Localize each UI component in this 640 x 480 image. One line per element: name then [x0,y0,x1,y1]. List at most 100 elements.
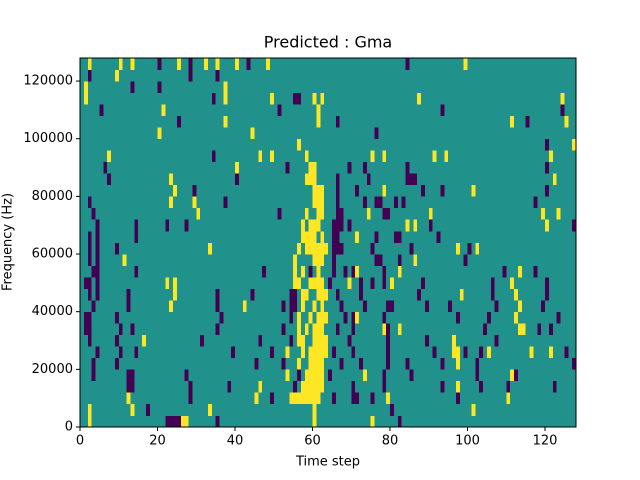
heatmap-cell [111,161,116,174]
heatmap-cell [370,161,375,174]
heatmap-cell [339,277,344,289]
heatmap-cell [157,323,162,336]
heatmap-cell [262,369,267,382]
heatmap-cell [173,346,178,359]
heatmap-cell [440,242,445,255]
heatmap-cell [440,300,445,312]
heatmap-cell [293,288,298,301]
heatmap-cell [541,392,546,405]
heatmap-cell [266,265,271,278]
heatmap-cell [258,242,263,255]
heatmap-cell [118,58,123,70]
heatmap-cell [390,346,395,359]
heatmap-cell [444,323,449,336]
heatmap-cell [130,161,135,174]
heatmap-cell [204,104,209,116]
heatmap-cell [304,127,309,140]
heatmap-cell [211,323,216,336]
heatmap-cell [103,311,108,324]
heatmap-cell [533,219,538,232]
heatmap-cell [297,173,302,186]
heatmap-cell [227,242,232,255]
heatmap-cell [134,115,139,128]
heatmap-cell [556,265,561,278]
heatmap-cell [269,392,275,405]
heatmap-cell [572,184,577,197]
heatmap-cell [297,138,302,151]
heatmap-cell [285,219,290,232]
heatmap-cell [192,265,197,278]
heatmap-cell [200,81,205,93]
heatmap-cell [463,254,468,266]
heatmap-cell [99,230,104,243]
heatmap-cell [351,323,356,336]
heatmap-cell [118,173,123,186]
heatmap-cell [479,288,484,301]
heatmap-cell [370,104,375,116]
heatmap-cell [196,277,201,289]
heatmap-cell [479,150,484,163]
heatmap-cell [87,161,92,174]
heatmap-cell [351,357,356,370]
heatmap-cell [80,254,85,266]
heatmap-cell [262,104,267,116]
heatmap-cell [235,104,240,116]
heatmap-cell [463,115,468,128]
heatmap-cell [483,265,488,278]
heatmap-cell [568,127,573,140]
heatmap-cell [339,369,344,382]
heatmap-cell [80,127,85,140]
heatmap-cell [421,277,426,289]
heatmap-cell [440,161,445,174]
heatmap-cell [149,81,154,93]
heatmap-cell [382,403,387,416]
heatmap-cell [250,415,255,428]
heatmap-cell [401,242,406,255]
heatmap-cell [118,81,123,93]
heatmap-cell [328,219,333,232]
x-tick-label: 40 [227,434,244,449]
heatmap-cell [149,254,154,266]
heatmap-cell [436,403,441,416]
heatmap-cell [444,127,449,140]
heatmap-cell [560,150,565,163]
heatmap-cell [192,81,197,93]
heatmap-cell [103,207,108,220]
heatmap-cell [122,115,127,128]
heatmap-cell [479,392,484,405]
heatmap-cell [390,254,395,266]
heatmap-cell [238,323,244,336]
heatmap-cell [541,277,546,289]
heatmap-cell [335,334,340,347]
heatmap-cell [235,127,240,140]
heatmap-cell [405,403,410,416]
heatmap-cell [541,403,546,416]
heatmap-cell [560,369,565,382]
heatmap-cell [533,254,538,266]
heatmap-cell [490,357,495,370]
heatmap-cell [409,357,414,370]
heatmap-cell [242,254,247,266]
heatmap-cell [99,300,104,312]
heatmap-cell [99,288,104,301]
heatmap-cell [114,242,120,255]
heatmap-cell [215,415,220,428]
heatmap-cell [452,403,457,416]
heatmap-cell [548,311,554,324]
heatmap-cell [169,357,174,370]
heatmap-cell [514,357,519,370]
heatmap-cell [525,115,530,128]
heatmap-cell [188,230,193,243]
heatmap-cell [223,254,228,266]
heatmap-cell [211,288,216,301]
heatmap-cell [374,115,379,128]
heatmap-cell [351,115,356,128]
heatmap-cell [223,415,228,428]
heatmap-cell [300,69,306,82]
heatmap-cell [444,254,449,266]
heatmap-cell [529,115,534,128]
heatmap-cell [494,207,499,220]
heatmap-cell [397,300,402,312]
heatmap-cell [393,219,399,232]
